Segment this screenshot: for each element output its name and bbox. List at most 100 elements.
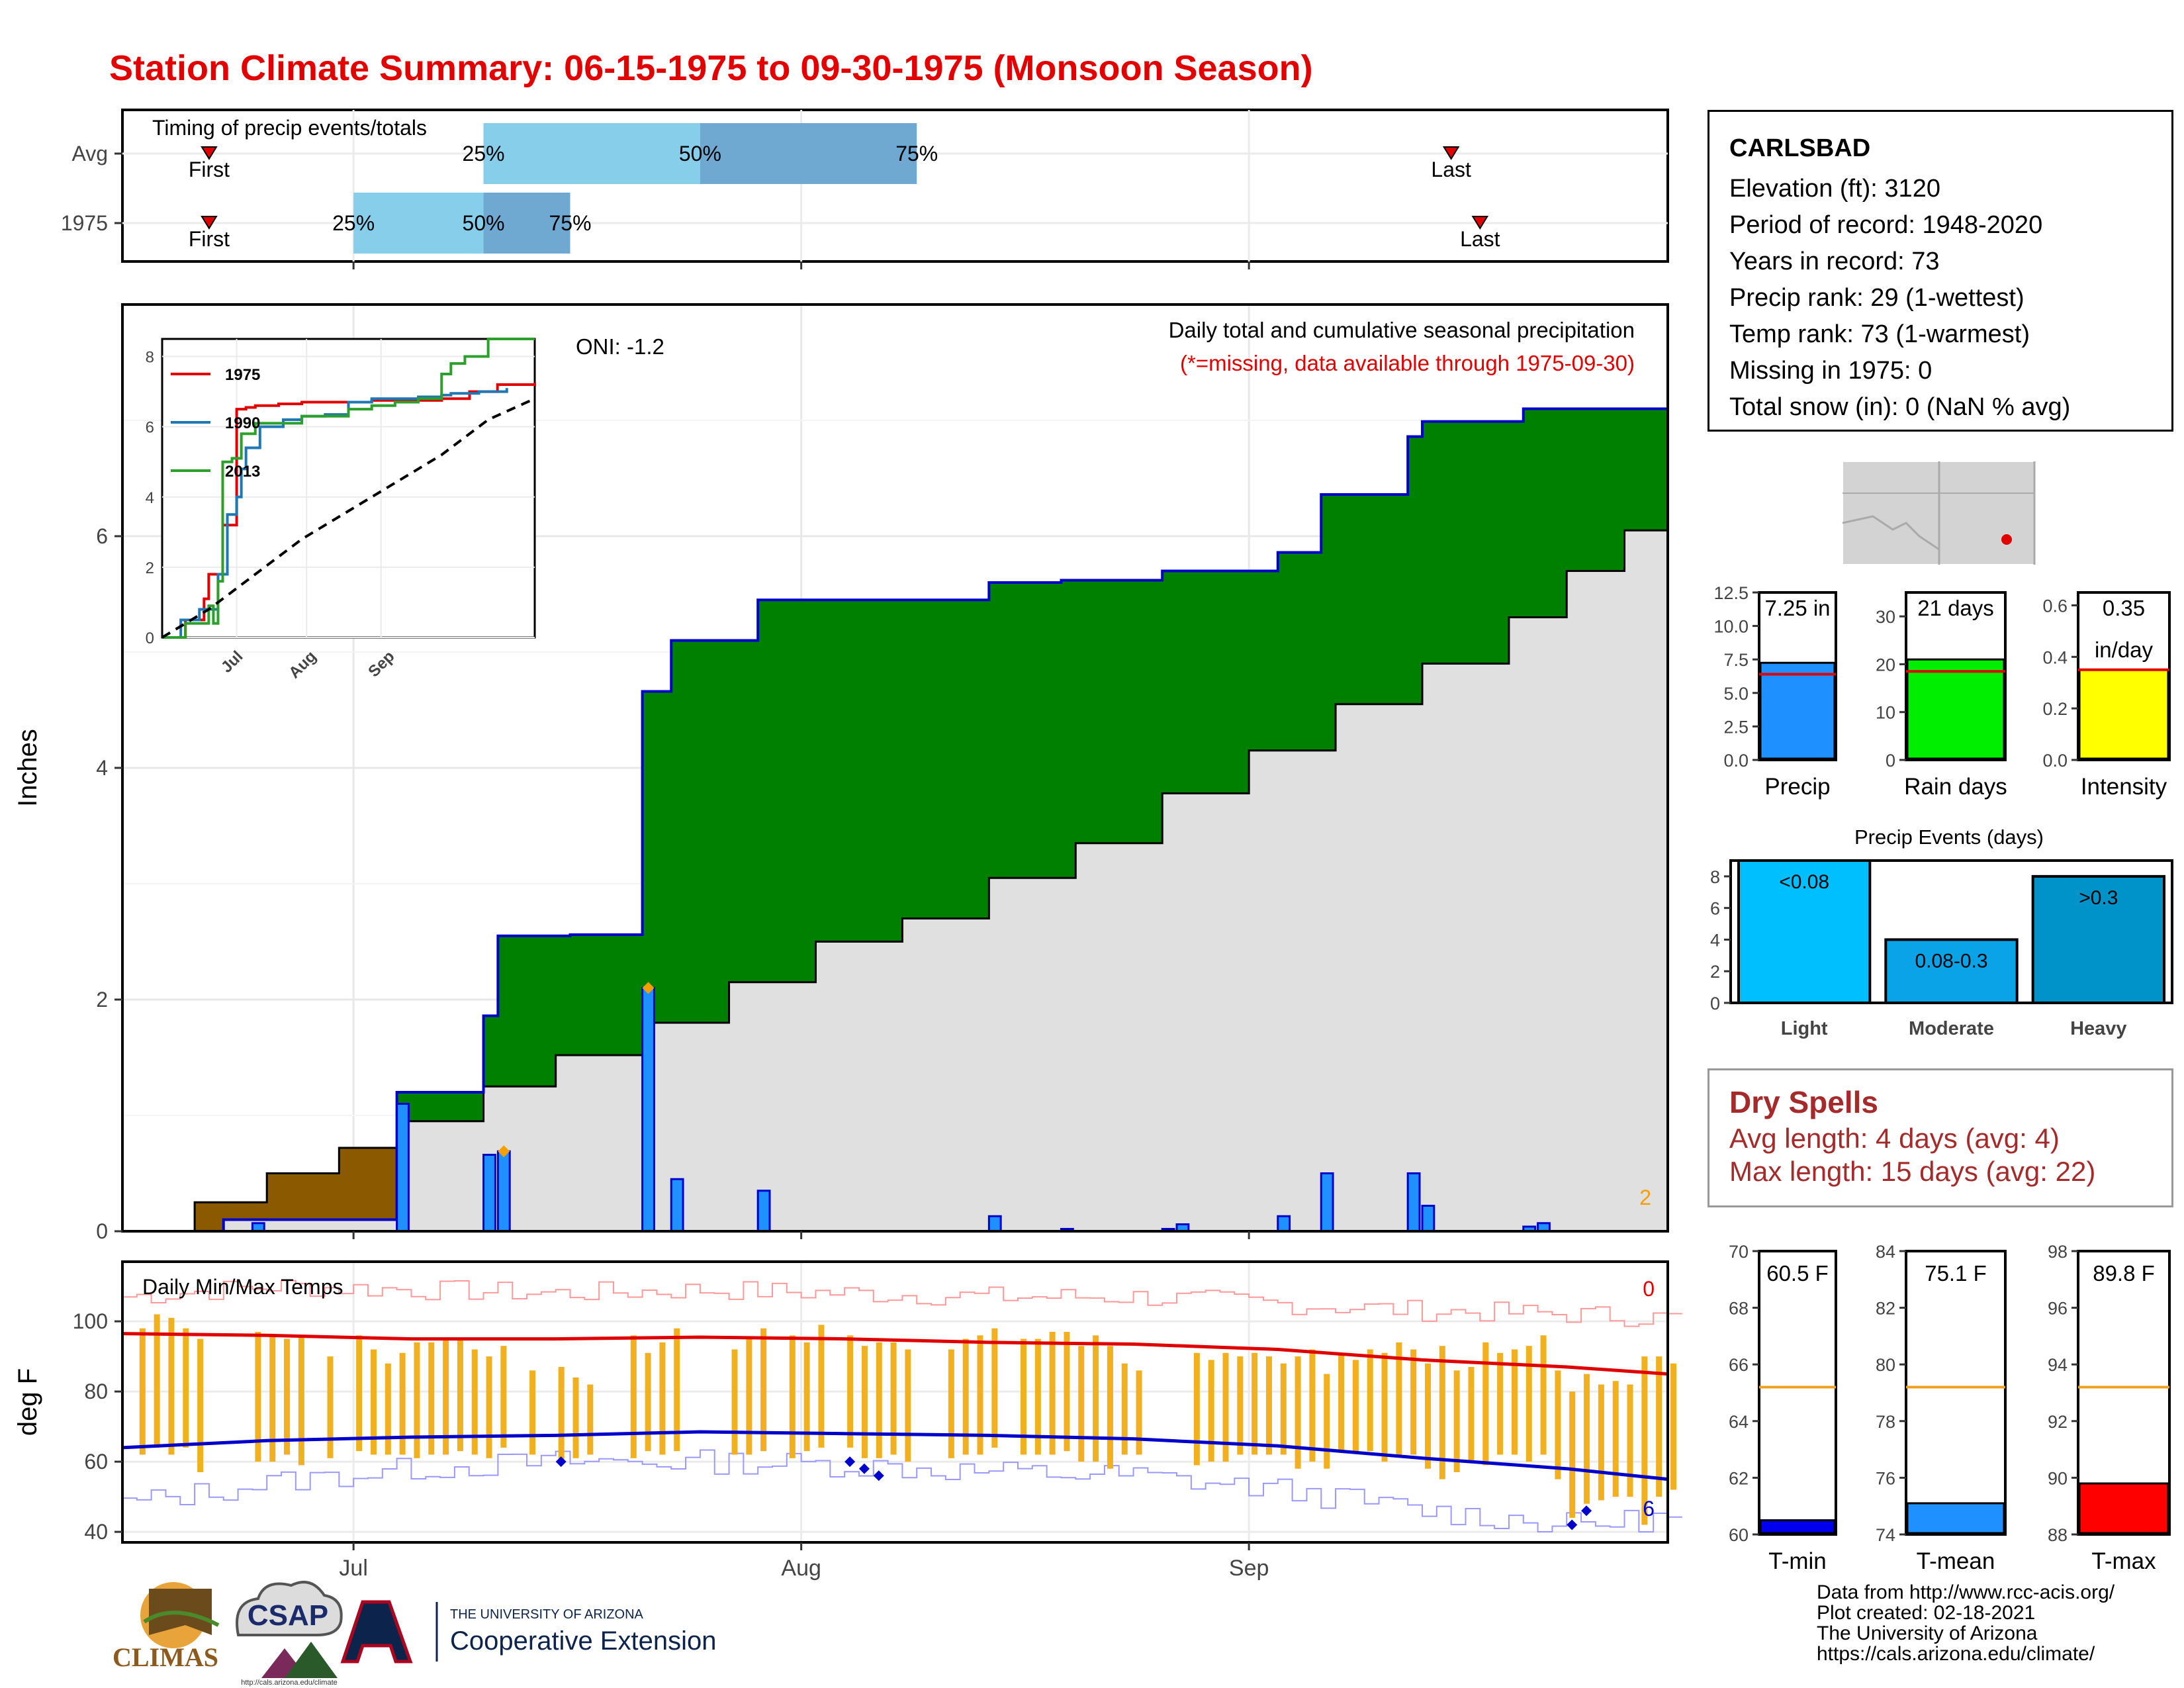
above-average-area	[786, 600, 802, 982]
daily-temp-bar	[645, 1352, 651, 1452]
above-average-area	[642, 691, 657, 1023]
record-min-marker	[844, 1456, 856, 1468]
above-average-area	[974, 600, 989, 919]
credit-line: The University of Arizona	[1817, 1622, 2038, 1644]
daily-temp-bar	[1396, 1342, 1402, 1455]
timing-q25-q50-bar	[483, 123, 700, 184]
below-average-area	[208, 1202, 224, 1231]
summary-2-category-label: Intensity	[2081, 774, 2167, 800]
daily-temp-bar	[1612, 1381, 1619, 1497]
daily-temp-bar	[1265, 1356, 1272, 1455]
temp-plot-frame	[121, 1260, 1669, 1544]
daily-temp-bar	[1540, 1335, 1547, 1455]
above-average-area	[1537, 408, 1553, 618]
inset-average-line	[161, 397, 535, 639]
above-average-area	[1408, 436, 1423, 704]
above-average-area	[1639, 408, 1654, 531]
temp-summary-1-y-tick-label: 84	[1876, 1242, 1895, 1262]
summary-1-y-tick-label: 30	[1876, 607, 1895, 627]
daily-temp-bar	[890, 1342, 897, 1455]
daily-temp-bar	[803, 1342, 810, 1452]
station-snow: Total snow (in): 0 (NaN % avg)	[1729, 393, 2071, 421]
avg-cumulative-line	[122, 507, 1669, 1233]
summary-value-label: 0.35	[2103, 596, 2145, 620]
temp-y-axis-label: deg F	[13, 1368, 42, 1436]
daily-temp-bar	[471, 1349, 478, 1455]
above-average-area	[483, 1015, 498, 1087]
daily-temp-bar	[1569, 1391, 1576, 1518]
temp-summary-1-y-tick-label: 76	[1876, 1468, 1895, 1488]
daily-precip-bar	[1320, 1172, 1334, 1233]
daily-temp-bar	[1584, 1374, 1590, 1504]
above-average-area	[1624, 408, 1639, 531]
events-bar	[1737, 859, 1872, 1004]
x-tick-label: Jul	[339, 1556, 367, 1581]
dry-spells-avg: Avg length: 4 days (avg: 4)	[1729, 1123, 2060, 1154]
timing-marker	[201, 146, 218, 160]
daily-temp-bar	[1410, 1349, 1417, 1455]
temp-summary-0-y-tick-label: 60	[1729, 1525, 1749, 1545]
daily-temp-bar	[356, 1335, 363, 1452]
temp-summary-0-y-tick-label: 64	[1729, 1412, 1749, 1432]
timing-q50-q75-bar	[483, 193, 570, 254]
y-tick-label: 6	[96, 524, 108, 548]
above-average-area	[1133, 580, 1148, 843]
events-category-label: Heavy	[2070, 1018, 2126, 1039]
above-average-area	[1653, 408, 1668, 531]
above-average-area	[570, 935, 585, 1055]
daily-temp-bar	[414, 1342, 420, 1458]
timing-q50-label: 50%	[679, 142, 721, 165]
above-average-area	[1017, 583, 1033, 878]
temp-summary-1-category-label: T-mean	[1917, 1548, 1995, 1574]
daily-temp-bar	[1324, 1374, 1330, 1469]
below-average-area	[223, 1202, 239, 1220]
timing-marker-label: First	[189, 227, 230, 251]
below-average-area	[281, 1173, 296, 1220]
above-average-area	[1465, 421, 1480, 664]
station-elevation: Elevation (ft): 3120	[1729, 175, 1940, 203]
above-average-area	[1205, 571, 1221, 794]
daily-temp-bar	[1381, 1352, 1388, 1462]
temp-summary-2-category-label: T-max	[2091, 1548, 2156, 1574]
above-average-area	[1249, 571, 1264, 751]
timing-q25-label: 25%	[463, 142, 505, 165]
daily-temp-bar	[962, 1338, 969, 1455]
above-average-area	[512, 935, 527, 1087]
record-high-count: 0	[1643, 1277, 1655, 1301]
above-average-area	[613, 935, 629, 1055]
daily-temp-bar	[674, 1328, 680, 1452]
oni-annotation: ONI: -1.2	[576, 334, 664, 359]
below-average-area	[382, 1148, 398, 1220]
above-average-area	[1263, 571, 1279, 751]
above-average-area	[714, 640, 730, 1023]
events-y-tick-label: 6	[1710, 899, 1720, 919]
daily-temp-bar	[977, 1335, 983, 1455]
daily-temp-bar	[861, 1346, 868, 1458]
below-average-area	[238, 1202, 253, 1220]
timing-q25-q50-bar	[353, 193, 484, 254]
climas-logo-text: CLIMAS	[113, 1642, 218, 1672]
above-average-area	[858, 600, 874, 942]
temp-summary-1-y-tick-label: 78	[1876, 1412, 1895, 1432]
inset-y-tick-label: 0	[146, 630, 154, 647]
temp-summary-0-frame	[1758, 1250, 1837, 1536]
above-average-area	[1191, 571, 1206, 794]
above-average-area	[1610, 408, 1625, 571]
above-average-area	[1393, 494, 1408, 704]
temp-summary-2-y-tick-label: 90	[2048, 1468, 2068, 1488]
temp-summary-value-label: 60.5 F	[1766, 1261, 1829, 1286]
daily-temp-bar	[1641, 1356, 1648, 1525]
avg-min-temp-line	[122, 1430, 1668, 1481]
temp-summary-2-bar	[2078, 1482, 2169, 1534]
events-category-label: Light	[1781, 1018, 1828, 1039]
summary-0-y-tick-label: 10.0	[1713, 617, 1749, 637]
above-average-area	[1436, 421, 1452, 664]
inset-legend-label: 1975	[225, 366, 260, 384]
above-average-area	[743, 640, 758, 982]
timing-row-label: 1975	[61, 211, 108, 235]
temp-summary-1-y-tick-label: 74	[1876, 1525, 1895, 1545]
dry-spells-box: Dry Spells Avg length: 4 days (avg: 4) M…	[1707, 1068, 2173, 1207]
daily-temp-bar	[1034, 1338, 1041, 1455]
timing-marker-label: Last	[1460, 227, 1500, 251]
daily-temp-bar	[731, 1349, 738, 1455]
